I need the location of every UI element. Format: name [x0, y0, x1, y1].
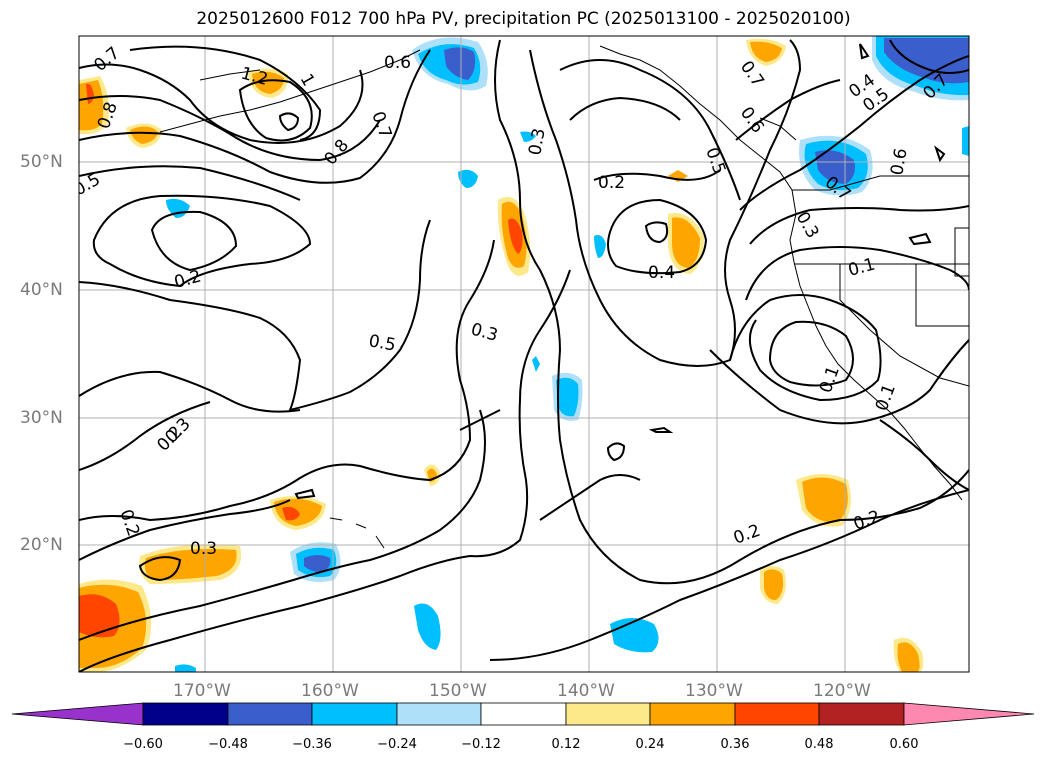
pv-contours — [79, 39, 969, 672]
lon-label: 160°W — [301, 681, 359, 701]
contour-label: 0.4 — [648, 263, 675, 283]
contour-label: 0.3 — [525, 127, 549, 157]
lon-label: 120°W — [813, 681, 871, 701]
positive-anomaly-blob — [802, 477, 848, 523]
lat-label: 30°N — [20, 408, 63, 428]
negative-anomaly-blob — [458, 169, 478, 188]
contour-label: 0.3 — [190, 539, 217, 559]
negative-anomaly-blob — [594, 235, 606, 258]
positive-anomaly-blob — [750, 41, 782, 62]
colorbar-tick-label: 0.36 — [720, 737, 750, 752]
map-frame — [78, 35, 970, 673]
colorbar-extend-max — [903, 702, 1035, 726]
negative-anomaly-blob — [520, 131, 536, 142]
lon-label: 140°W — [557, 681, 615, 701]
colorbar-tick-label: 0.48 — [804, 737, 834, 752]
lat-label: 20°N — [20, 535, 63, 555]
colorbar-segment — [396, 702, 482, 726]
lon-label: 170°W — [173, 681, 231, 701]
lat-label: 40°N — [20, 280, 63, 300]
colorbar-tick-label: −0.36 — [292, 737, 332, 752]
positive-anomaly-blob — [672, 217, 700, 268]
negative-anomaly-blob — [414, 603, 441, 650]
colorbar-tick-label: −0.12 — [461, 737, 501, 752]
lon-label: 150°W — [429, 681, 487, 701]
lon-label: 130°W — [685, 681, 743, 701]
negative-anomaly-blob — [175, 664, 196, 672]
negative-anomaly-blob — [556, 377, 579, 417]
negative-anomaly-blob — [532, 356, 540, 372]
map-title: 2025012600 F012 700 hPa PV, precipitatio… — [196, 9, 851, 29]
negative-anomaly-blob — [412, 37, 488, 91]
graticule — [79, 36, 969, 672]
colorbar-tick-label: 0.24 — [635, 737, 665, 752]
colorbar-segment — [734, 702, 820, 726]
colorbar-extend-min — [11, 702, 144, 726]
negative-anomaly-blob — [962, 126, 969, 156]
colorbar-segment — [649, 702, 736, 726]
positive-anomaly-blob — [897, 642, 920, 672]
positive-anomaly-blob — [130, 126, 158, 144]
colorbar-segment — [142, 702, 229, 726]
contour-label: 0.6 — [384, 53, 411, 73]
positive-anomaly-blob — [79, 579, 152, 672]
colorbar-tick-label: −0.24 — [377, 737, 417, 752]
colorbar-tick-label: −0.48 — [208, 737, 248, 752]
contour-label: 0.5 — [367, 331, 397, 355]
colorbar-tick-label: 0.60 — [889, 737, 919, 752]
colorbar — [11, 702, 1035, 726]
coastlines — [159, 45, 969, 549]
colorbar-segment — [227, 702, 313, 726]
colorbar-segment — [818, 702, 905, 726]
colorbar-segment — [565, 702, 651, 726]
colorbar-tick-label: −0.60 — [123, 737, 163, 752]
colorbar-segment — [311, 702, 398, 726]
colorbar-segment — [480, 702, 567, 726]
positive-anomaly-blob — [252, 71, 284, 94]
lat-label: 50°N — [20, 152, 63, 172]
positive-anomaly-blob — [764, 569, 784, 600]
contour-label: 0.6 — [887, 147, 911, 177]
colorbar-tick-label: 0.12 — [551, 737, 581, 752]
contour-label: 0.2 — [598, 173, 625, 193]
negative-anomaly-blob — [799, 135, 873, 196]
positive-anomaly-blob — [270, 495, 326, 530]
